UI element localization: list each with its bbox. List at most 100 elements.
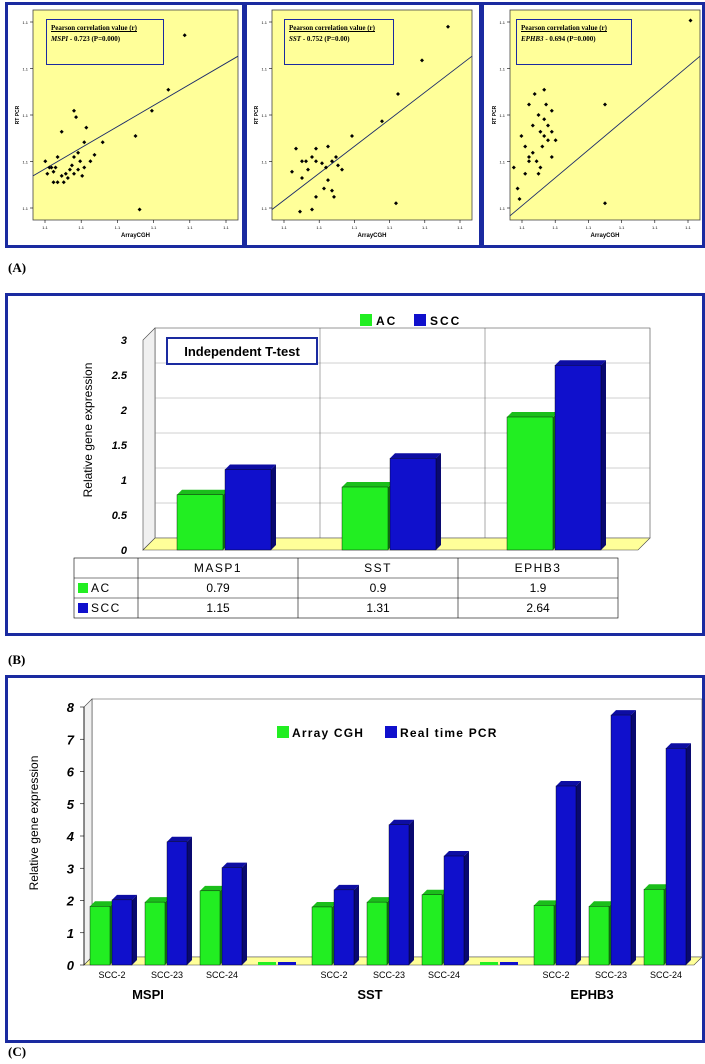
data-point xyxy=(61,180,66,185)
bar-real-time-pcr-top xyxy=(167,836,192,842)
data-point xyxy=(47,165,52,170)
bar-scc-front xyxy=(554,364,602,551)
correlation-stat: - 0.723 (P=0.000) xyxy=(68,35,121,43)
ttest-annotation: Independent T-test xyxy=(166,337,318,365)
bar-scc-side xyxy=(271,464,276,550)
bar-real-time-pcr xyxy=(610,710,636,966)
correlation-title: Pearson correlation value (r) xyxy=(289,24,375,32)
bar-array-cgh-front xyxy=(366,901,388,966)
bar-array-cgh-top xyxy=(312,901,337,907)
bar-array-cgh-front xyxy=(311,906,333,966)
bar-array-cgh xyxy=(311,901,337,966)
gene-name: MSPI xyxy=(51,35,69,43)
legend-label-scc: SCC xyxy=(430,314,461,328)
y-tick-label: 0 xyxy=(67,958,75,973)
bar-real-time-pcr-side xyxy=(631,710,636,965)
data-point xyxy=(137,207,142,212)
legend-label-array-cgh: Array CGH xyxy=(292,726,364,740)
bar-real-time-pcr-top xyxy=(611,710,636,716)
data-point xyxy=(326,178,330,183)
table-cell: 1.15 xyxy=(206,601,230,615)
data-point xyxy=(380,119,384,124)
bar-real-time-pcr-top xyxy=(389,819,414,825)
data-point xyxy=(314,146,318,151)
table-swatch xyxy=(78,583,88,593)
data-point xyxy=(523,144,528,149)
bar-array-cgh xyxy=(588,901,614,966)
bar-ac-front xyxy=(341,486,389,551)
bar-real-time-pcr-front xyxy=(388,824,410,966)
x-axis-label: ArrayCGH xyxy=(590,233,619,239)
y-tick-label: 1.1 xyxy=(499,206,505,211)
data-point xyxy=(55,180,60,185)
bar-real-time-pcr-side xyxy=(187,836,192,965)
bar-array-cgh-top xyxy=(534,900,559,906)
x-tick-label: SCC-23 xyxy=(373,970,405,980)
bar-real-time-pcr-top xyxy=(556,781,581,787)
bar-real-time-pcr-side xyxy=(409,819,414,965)
y-tick-label: 1.1 xyxy=(22,160,28,165)
table-header: SST xyxy=(364,561,392,575)
correlation-title: Pearson correlation value (r) xyxy=(521,24,607,32)
x-tick-label: SCC-24 xyxy=(428,970,460,980)
data-point xyxy=(542,117,547,122)
x-tick-label: SCC-23 xyxy=(595,970,627,980)
y-tick-label: 1.1 xyxy=(499,160,505,165)
data-point xyxy=(74,115,79,120)
data-point xyxy=(549,129,554,134)
data-point xyxy=(544,102,549,107)
table-series-label: AC xyxy=(91,581,111,595)
x-tick-label: SCC-23 xyxy=(151,970,183,980)
bar-array-cgh-front xyxy=(588,906,610,966)
bar-real-time-pcr-side xyxy=(242,862,247,965)
table-swatch xyxy=(78,603,88,613)
bar-real-time-pcr-front xyxy=(665,748,687,966)
data-point xyxy=(298,209,302,214)
y-axis-label: Relative gene expression xyxy=(81,363,95,498)
y-axis-label: RT PCR xyxy=(15,105,21,124)
group-label: SST xyxy=(357,987,382,1002)
data-point xyxy=(527,159,531,164)
data-point xyxy=(350,134,354,138)
data-point xyxy=(310,207,314,212)
bar-array-cgh xyxy=(199,885,225,966)
data-point xyxy=(314,194,318,199)
data-point xyxy=(82,165,87,170)
x-tick-label: 1.1 xyxy=(316,225,322,230)
y-tick-label: 1.1 xyxy=(261,113,267,118)
data-point xyxy=(332,194,336,199)
data-point xyxy=(76,150,81,155)
bar-real-time-pcr-front xyxy=(443,855,465,966)
y-axis-label: Relative gene expression xyxy=(27,756,41,891)
data-point xyxy=(688,18,693,23)
x-tick-label: 1.1 xyxy=(352,225,358,230)
data-point xyxy=(306,167,310,172)
x-tick-label: 1.1 xyxy=(187,225,193,230)
bar-array-cgh-top xyxy=(422,889,447,895)
data-point xyxy=(340,167,344,172)
bar-array-cgh-top xyxy=(589,901,614,907)
legend-swatch-real-time-pcr xyxy=(385,726,397,738)
y-tick-label: 1.1 xyxy=(499,20,505,25)
y-tick-label: 1.1 xyxy=(22,67,28,72)
y-axis-label: RT PCR xyxy=(492,105,498,124)
y-tick-label: 4 xyxy=(66,829,75,844)
regression-line xyxy=(32,55,239,177)
data-point xyxy=(549,155,554,159)
y-tick-label: 0.5 xyxy=(112,510,128,522)
data-point xyxy=(72,171,76,176)
y-tick-label: 1.1 xyxy=(261,67,267,72)
bar-array-cgh-top xyxy=(145,897,170,903)
y-tick-label: 1.1 xyxy=(261,206,267,211)
x-tick-label: 1.1 xyxy=(422,225,428,230)
bar-real-time-pcr-front xyxy=(333,889,355,966)
bar-real-time-pcr-side xyxy=(132,894,137,965)
x-tick-label: 1.1 xyxy=(115,225,121,230)
bar-real-time-pcr-front xyxy=(166,841,188,966)
bar-scc xyxy=(554,360,606,551)
x-tick-label: SCC-24 xyxy=(650,970,682,980)
y-tick-label: 5 xyxy=(67,797,75,812)
data-point xyxy=(546,123,550,128)
data-point xyxy=(538,129,543,134)
y-tick-label: 1.1 xyxy=(261,160,267,165)
